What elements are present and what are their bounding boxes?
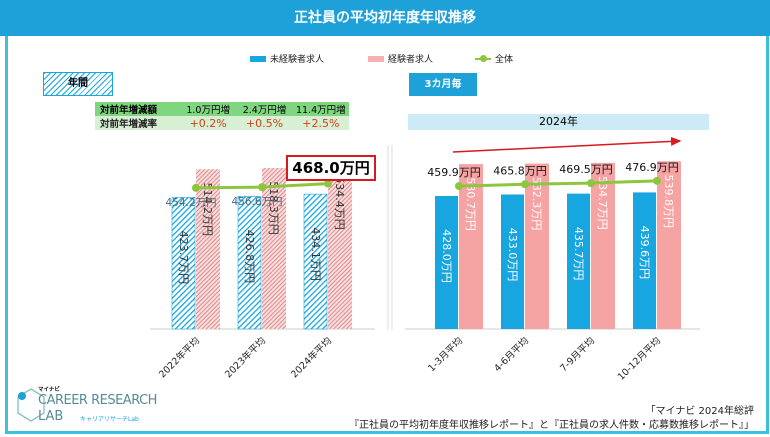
overall-label: 456.6万円 [231, 196, 282, 208]
tag-annual: 年間 [43, 72, 113, 96]
overall-label: 469.5万円 [559, 163, 613, 176]
bar-inexperienced [303, 193, 328, 330]
overall-point [258, 183, 266, 192]
bar-inexperienced [171, 197, 196, 330]
overall-label: 465.8万円 [493, 164, 547, 177]
yoy-table: 対前年増減額 1.0万円増 2.4万円増 11.4万円増 対前年増減率 +0.2… [95, 102, 349, 130]
category-label: 10-12月平均 [615, 335, 663, 383]
logo-brand: マイナビ [38, 387, 60, 393]
legend-label: 未経験者求人 [270, 55, 325, 65]
legend-label: 経験者求人 [388, 55, 434, 65]
bar-experienced [525, 163, 549, 329]
bar-label: 439.6万円 [638, 226, 651, 280]
bar-experienced [328, 162, 352, 329]
logo-sub: キャリアリサーチLab [80, 416, 139, 423]
bar-experienced [591, 162, 615, 329]
bar-inexperienced [633, 192, 656, 329]
bar-label: 532.3万円 [530, 177, 543, 231]
category-label: 2023年平均 [222, 335, 268, 381]
source-line: 「マイナビ 2024年総評 [645, 406, 754, 417]
bar-label: 530.7万円 [464, 177, 477, 231]
cell: +2.5% [302, 116, 340, 130]
chart-frame [5, 36, 769, 434]
source-line: 『正社員の平均初年度年収推移レポート』と『正社員の求人件数・応募数推移レポート』… [349, 420, 754, 431]
legend-overall: 全体 [475, 52, 513, 65]
cell: 2.4万円増 [242, 105, 287, 116]
trend-arrow [452, 136, 682, 153]
bar-inexperienced [567, 193, 590, 329]
overall-label: 459.9万円 [427, 166, 481, 179]
row-label: 対前年増減額 [100, 105, 158, 116]
legend-label: 全体 [495, 55, 514, 65]
logo-text: LAB [38, 409, 64, 424]
overall-point [324, 179, 332, 188]
bar-experienced [657, 161, 681, 329]
bar-inexperienced [435, 196, 458, 329]
tag-year: 2024年 [408, 114, 709, 130]
overall-point [521, 180, 529, 189]
cell: +0.2% [189, 116, 227, 130]
cell: +0.5% [245, 116, 284, 130]
bar-label: 514.2万円 [201, 182, 214, 236]
page-title: 正社員の平均初年度年収推移 [0, 0, 770, 36]
bar-experienced [196, 169, 220, 329]
bar-label: 518.3万円 [267, 181, 280, 235]
legend-inexperienced: 未経験者求人 [250, 52, 324, 65]
highlight-2024-overall: 468.0万円 [286, 155, 376, 181]
category-label: 2024年平均 [288, 335, 334, 381]
bar-inexperienced [501, 194, 524, 329]
legend-experienced: 経験者求人 [368, 52, 433, 65]
category-label: 4-6月平均 [492, 335, 532, 375]
overall-label: 476.9万円 [625, 161, 679, 174]
category-label: 2022年平均 [156, 335, 202, 381]
row-label: 対前年増減率 [100, 119, 158, 130]
bar-label: 434.1万円 [309, 227, 322, 281]
cell: 1.0万円増 [186, 105, 230, 116]
overall-point [587, 179, 595, 188]
logo-text: CAREER RESEARCH [38, 393, 157, 408]
bar-label: 534.7万円 [596, 176, 609, 230]
bar-inexperienced [237, 196, 262, 330]
overall-point [653, 176, 661, 185]
category-label: 7-9月平均 [558, 335, 598, 375]
bar-label: 534.4万円 [333, 176, 346, 230]
bar-experienced [262, 167, 286, 329]
bar-label: 428.0万円 [440, 229, 453, 283]
bar-label: 433.0万円 [506, 228, 519, 281]
overall-label: 454.2万円 [165, 197, 216, 209]
tag-quarterly: 3カ月毎 [409, 73, 477, 96]
bar-label: 426.8万円 [243, 230, 256, 284]
overall-line [458, 179, 658, 188]
bar-label: 539.8万円 [662, 175, 675, 229]
overall-point [192, 183, 200, 192]
logo-icon [16, 387, 46, 423]
bar-experienced [459, 164, 483, 329]
overall-point [455, 182, 463, 191]
cell: 11.4万円増 [295, 105, 346, 116]
bar-label: 423.7万円 [177, 231, 190, 285]
category-label: 1-3月平均 [426, 335, 466, 375]
bar-label: 435.7万円 [572, 227, 585, 280]
